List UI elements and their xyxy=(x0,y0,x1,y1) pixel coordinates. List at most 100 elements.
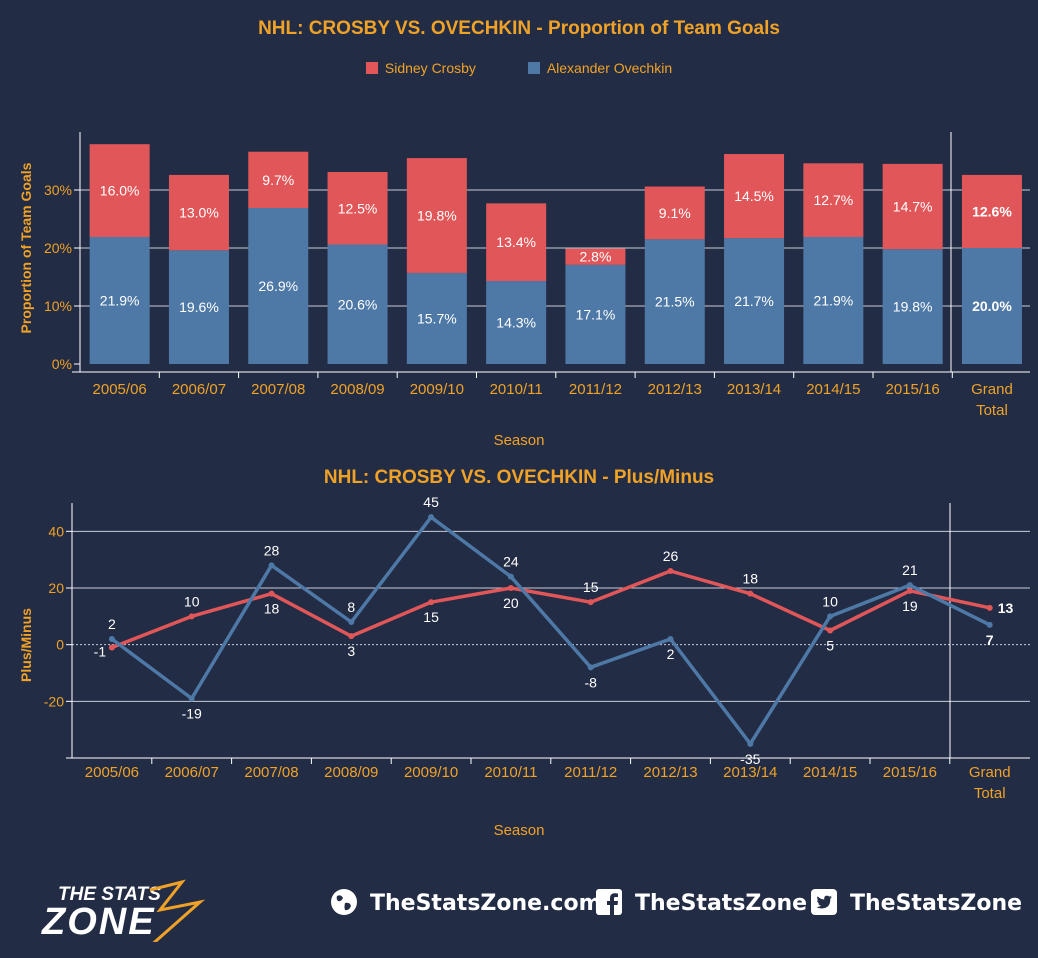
data-label-ovechkin: 2 xyxy=(667,646,675,662)
bar-crosby xyxy=(724,154,785,239)
legend-item-crosby[interactable]: Sidney Crosby xyxy=(365,60,476,76)
data-label-ovechkin: 21.5% xyxy=(655,294,695,310)
point-ovechkin xyxy=(827,613,834,620)
bar-ovechkin xyxy=(168,250,229,364)
point-crosby xyxy=(827,627,834,634)
data-label-ovechkin: 21.9% xyxy=(813,292,853,308)
data-label-ovechkin: -8 xyxy=(584,674,597,690)
point-ovechkin xyxy=(428,514,435,521)
x-axis-title: Season xyxy=(494,432,545,449)
bar-crosby xyxy=(486,203,547,282)
x-tick-label: 2011/12 xyxy=(564,764,617,781)
y-tick-label: 30% xyxy=(44,182,72,198)
data-label-crosby: 16.0% xyxy=(100,183,140,199)
data-label-ovechkin: 28 xyxy=(264,542,280,558)
point-crosby xyxy=(268,590,275,597)
footer: THE STATS ZONE TheStatsZone.com TheStats… xyxy=(0,858,1038,948)
bar-crosby xyxy=(803,163,864,237)
bar-crosby xyxy=(644,186,705,240)
globe-icon xyxy=(331,889,357,915)
bar-ovechkin xyxy=(89,236,150,364)
x-tick-label: 2006/07 xyxy=(165,764,219,781)
data-label-crosby: 13.0% xyxy=(179,205,219,221)
y-tick-label: -20 xyxy=(44,693,64,709)
data-label-crosby: 15 xyxy=(423,609,439,625)
data-label-crosby: 13 xyxy=(998,600,1014,616)
x-tick-label: 2012/13 xyxy=(643,764,697,781)
point-crosby xyxy=(108,644,115,651)
twitter-link[interactable]: TheStatsZone xyxy=(810,888,1022,916)
bar-crosby xyxy=(406,158,467,273)
x-tick-label: 2010/11 xyxy=(484,764,537,781)
data-label-ovechkin: 10 xyxy=(822,593,838,609)
data-label-crosby: -1 xyxy=(94,644,107,660)
data-label-crosby: 9.7% xyxy=(262,172,294,188)
legend-item-ovechkin[interactable]: Alexander Ovechkin xyxy=(527,60,673,76)
data-label-ovechkin: 20.6% xyxy=(338,296,378,312)
website-link[interactable]: TheStatsZone.com xyxy=(330,888,602,916)
data-label-crosby: 12.5% xyxy=(338,200,378,216)
data-label-ovechkin: 19.6% xyxy=(179,299,219,315)
data-label-ovechkin: 19.8% xyxy=(893,299,933,315)
point-ovechkin xyxy=(507,573,514,580)
data-label-crosby: 13.4% xyxy=(496,234,536,250)
data-label-crosby: 18 xyxy=(264,601,280,617)
data-label-ovechkin: 15.7% xyxy=(417,310,457,326)
facebook-icon xyxy=(596,889,622,915)
website-label: TheStatsZone.com xyxy=(370,891,602,916)
point-crosby xyxy=(986,604,993,611)
bar-crosby xyxy=(168,174,229,251)
point-ovechkin xyxy=(108,636,115,642)
data-label-ovechkin: 7 xyxy=(986,632,994,648)
x-tick-label: 2010/11 xyxy=(490,381,543,398)
y-tick-label: 0% xyxy=(52,356,72,372)
x-tick-label: 2011/12 xyxy=(569,381,622,398)
facebook-link[interactable]: TheStatsZone xyxy=(595,888,807,916)
point-crosby xyxy=(507,585,514,591)
x-tick-label: Total xyxy=(974,785,1006,802)
point-crosby xyxy=(587,599,594,606)
bar-ovechkin xyxy=(327,244,388,364)
point-ovechkin xyxy=(268,562,275,569)
x-tick-label: 2013/14 xyxy=(727,381,781,398)
data-label-crosby: 10 xyxy=(184,593,200,609)
data-label-ovechkin: 45 xyxy=(423,495,439,510)
y-tick-label: 20 xyxy=(48,580,64,596)
logo-text-line1: THE STATS xyxy=(58,884,161,905)
bar-ovechkin xyxy=(882,249,943,364)
data-label-crosby: 18 xyxy=(743,571,759,587)
y-tick-label: 40 xyxy=(48,523,64,539)
data-label-crosby: 15 xyxy=(583,579,599,595)
data-label-crosby: 19.8% xyxy=(417,208,457,224)
point-ovechkin xyxy=(188,695,195,702)
x-tick-label: 2007/08 xyxy=(244,764,298,781)
x-tick-label: 2007/08 xyxy=(251,381,305,398)
plusminus-line-chart: Plus/Minus -20 0 20 40 2005/06 2006/07 2007/08 2… xyxy=(18,495,1030,839)
data-label-ovechkin: 21 xyxy=(902,562,918,578)
bar-crosby xyxy=(961,174,1022,248)
data-label-crosby: 12.7% xyxy=(813,192,853,208)
legend-swatch-ovechkin xyxy=(527,62,540,74)
x-tick-label: 2013/14 xyxy=(723,764,777,781)
data-label-ovechkin: 20.0% xyxy=(972,298,1012,314)
legend-label-ovechkin: Alexander Ovechkin xyxy=(546,60,673,76)
logo-text-line2: ZONE xyxy=(41,901,156,942)
data-label-crosby: 12.6% xyxy=(972,203,1012,219)
x-tick-label: 2014/15 xyxy=(806,381,860,398)
data-label-crosby: 20 xyxy=(503,595,519,611)
bar-crosby xyxy=(248,151,309,208)
legend-label-crosby: Sidney Crosby xyxy=(384,60,476,76)
data-label-ovechkin: 14.3% xyxy=(496,315,536,331)
data-label-ovechkin: -35 xyxy=(740,751,760,767)
data-label-ovechkin: 17.1% xyxy=(576,306,616,322)
point-ovechkin xyxy=(587,664,594,671)
bar-ovechkin xyxy=(565,264,626,364)
x-tick-label: Total xyxy=(976,402,1008,419)
y-axis-title: Proportion of Team Goals xyxy=(18,162,34,333)
x-tick-label: 2008/09 xyxy=(324,764,378,781)
data-label-ovechkin: -19 xyxy=(182,706,202,722)
data-label-ovechkin: 21.7% xyxy=(734,293,774,309)
data-label-ovechkin: 24 xyxy=(503,554,519,570)
bar-ovechkin xyxy=(406,272,467,364)
bar-crosby xyxy=(89,144,150,237)
